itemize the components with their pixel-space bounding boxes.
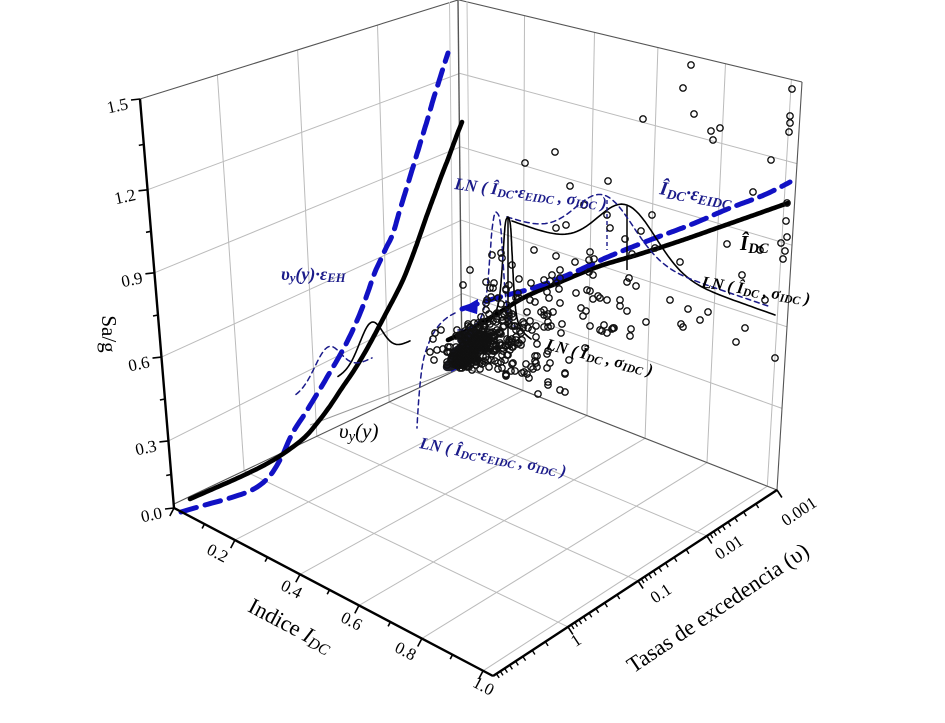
svg-text:0.3: 0.3 <box>134 436 159 459</box>
svg-text:1.2: 1.2 <box>113 185 138 208</box>
svg-text:0.6: 0.6 <box>127 352 152 375</box>
svg-text:0.0: 0.0 <box>139 503 164 526</box>
svg-text:Sa/g: Sa/g <box>97 315 121 353</box>
svg-text:υy(y): υy(y) <box>339 419 378 445</box>
svg-text:0.9: 0.9 <box>120 268 145 291</box>
svg-text:1.5: 1.5 <box>105 94 130 117</box>
